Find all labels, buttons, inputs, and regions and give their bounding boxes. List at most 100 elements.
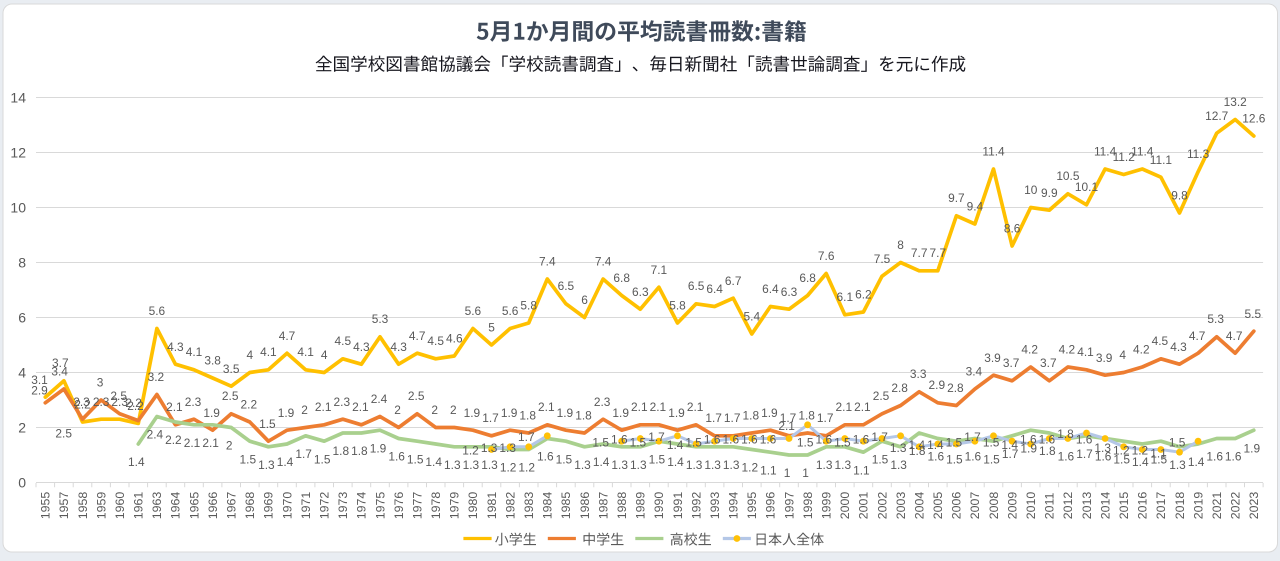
svg-text:1.4: 1.4 (667, 438, 684, 452)
svg-text:4.2: 4.2 (1059, 343, 1076, 357)
svg-text:6.1: 6.1 (837, 290, 854, 304)
svg-text:1.5: 1.5 (649, 452, 666, 466)
svg-text:1.3: 1.3 (890, 441, 907, 455)
svg-text:7.1: 7.1 (651, 263, 668, 277)
svg-text:2: 2 (394, 403, 401, 417)
svg-text:9.4: 9.4 (967, 200, 984, 214)
svg-text:4.3: 4.3 (353, 340, 370, 354)
svg-text:1970: 1970 (280, 492, 294, 520)
svg-text:1.4: 1.4 (128, 455, 145, 469)
svg-text:3.7: 3.7 (1003, 356, 1020, 370)
svg-text:1.3: 1.3 (816, 458, 833, 472)
svg-text:1.8: 1.8 (333, 444, 350, 458)
svg-text:4.3: 4.3 (1170, 340, 1187, 354)
svg-text:1.3: 1.3 (611, 458, 628, 472)
svg-text:2.2: 2.2 (241, 398, 258, 412)
svg-text:4.7: 4.7 (409, 329, 426, 343)
svg-text:6.5: 6.5 (688, 279, 705, 293)
svg-text:1.7: 1.7 (482, 411, 499, 425)
svg-text:2010: 2010 (1024, 492, 1038, 520)
svg-text:1960: 1960 (113, 492, 127, 520)
svg-text:2.5: 2.5 (408, 389, 425, 403)
svg-text:1.2: 1.2 (742, 461, 759, 475)
svg-text:9.8: 9.8 (1171, 189, 1188, 203)
svg-text:1.9: 1.9 (668, 406, 685, 420)
svg-text:1995: 1995 (745, 492, 759, 520)
svg-text:1975: 1975 (373, 492, 387, 520)
svg-text:1.5: 1.5 (259, 417, 276, 431)
svg-text:5: 5 (488, 321, 495, 335)
svg-text:4.1: 4.1 (186, 345, 203, 359)
svg-text:1957: 1957 (57, 492, 71, 520)
svg-text:1.5: 1.5 (314, 452, 331, 466)
svg-text:7.7: 7.7 (911, 246, 928, 260)
svg-text:1996: 1996 (764, 492, 778, 520)
svg-text:1986: 1986 (578, 492, 592, 520)
svg-text:7.4: 7.4 (595, 255, 612, 269)
svg-text:5.3: 5.3 (1207, 312, 1224, 326)
svg-text:2.3: 2.3 (185, 395, 202, 409)
svg-text:1964: 1964 (169, 492, 183, 520)
svg-text:2004: 2004 (913, 492, 927, 520)
svg-text:4.5: 4.5 (335, 334, 352, 348)
svg-text:1.8: 1.8 (1039, 444, 1056, 458)
svg-text:1.3: 1.3 (258, 458, 275, 472)
svg-text:2006: 2006 (950, 492, 964, 520)
svg-text:1993: 1993 (708, 492, 722, 520)
svg-text:1.2: 1.2 (462, 444, 479, 458)
svg-text:6.7: 6.7 (725, 274, 742, 288)
svg-text:11.1: 11.1 (1150, 153, 1173, 167)
svg-text:1.3: 1.3 (444, 458, 461, 472)
svg-text:1.8: 1.8 (575, 409, 592, 423)
svg-text:1.3: 1.3 (1169, 458, 1186, 472)
svg-text:1.6: 1.6 (723, 433, 740, 447)
svg-text:14: 14 (10, 89, 26, 105)
svg-text:10.1: 10.1 (1075, 180, 1099, 194)
svg-text:1.4: 1.4 (909, 438, 926, 452)
svg-text:2.5: 2.5 (55, 427, 72, 441)
svg-text:1.9: 1.9 (557, 406, 574, 420)
svg-text:1.9: 1.9 (370, 441, 387, 455)
svg-text:1.7: 1.7 (648, 430, 665, 444)
svg-text:8: 8 (18, 254, 26, 270)
svg-text:2.1: 2.1 (166, 400, 183, 414)
svg-text:2.3: 2.3 (594, 395, 611, 409)
svg-text:11.2: 11.2 (1113, 150, 1136, 164)
svg-text:3.2: 3.2 (148, 370, 165, 384)
svg-text:1.3: 1.3 (723, 458, 740, 472)
svg-text:1.7: 1.7 (964, 430, 981, 444)
svg-text:5.4: 5.4 (744, 310, 761, 324)
svg-text:2017: 2017 (1154, 492, 1168, 520)
svg-text:1.5: 1.5 (630, 435, 647, 449)
svg-text:2.1: 2.1 (352, 400, 369, 414)
svg-text:4: 4 (246, 348, 253, 362)
svg-text:5.6: 5.6 (465, 304, 482, 318)
svg-text:1.4: 1.4 (425, 455, 442, 469)
svg-text:1.6: 1.6 (1076, 433, 1093, 447)
svg-text:2.5: 2.5 (222, 389, 239, 403)
svg-text:1.9: 1.9 (464, 406, 481, 420)
svg-text:1.6: 1.6 (537, 450, 554, 464)
svg-text:2.2: 2.2 (127, 399, 144, 413)
svg-text:8: 8 (897, 238, 904, 252)
svg-text:1.6: 1.6 (1039, 433, 1056, 447)
svg-text:1.5: 1.5 (1113, 452, 1130, 466)
svg-text:1982: 1982 (503, 492, 517, 520)
svg-text:2019: 2019 (1191, 492, 1205, 520)
svg-text:1990: 1990 (652, 492, 666, 520)
svg-text:6: 6 (18, 309, 26, 325)
svg-text:10: 10 (10, 199, 26, 215)
svg-text:2.3: 2.3 (334, 395, 351, 409)
svg-text:2016: 2016 (1136, 492, 1150, 520)
svg-text:9.7: 9.7 (948, 191, 965, 205)
svg-text:2.1: 2.1 (315, 400, 332, 414)
svg-text:1976: 1976 (392, 492, 406, 520)
svg-text:2001: 2001 (857, 492, 871, 520)
svg-text:6.2: 6.2 (855, 288, 872, 302)
svg-text:4.5: 4.5 (1152, 334, 1169, 348)
svg-text:1.3: 1.3 (499, 441, 516, 455)
svg-text:1994: 1994 (727, 492, 741, 520)
svg-text:1.6: 1.6 (965, 450, 982, 464)
svg-text:1999: 1999 (820, 492, 834, 520)
svg-text:4.1: 4.1 (260, 345, 277, 359)
